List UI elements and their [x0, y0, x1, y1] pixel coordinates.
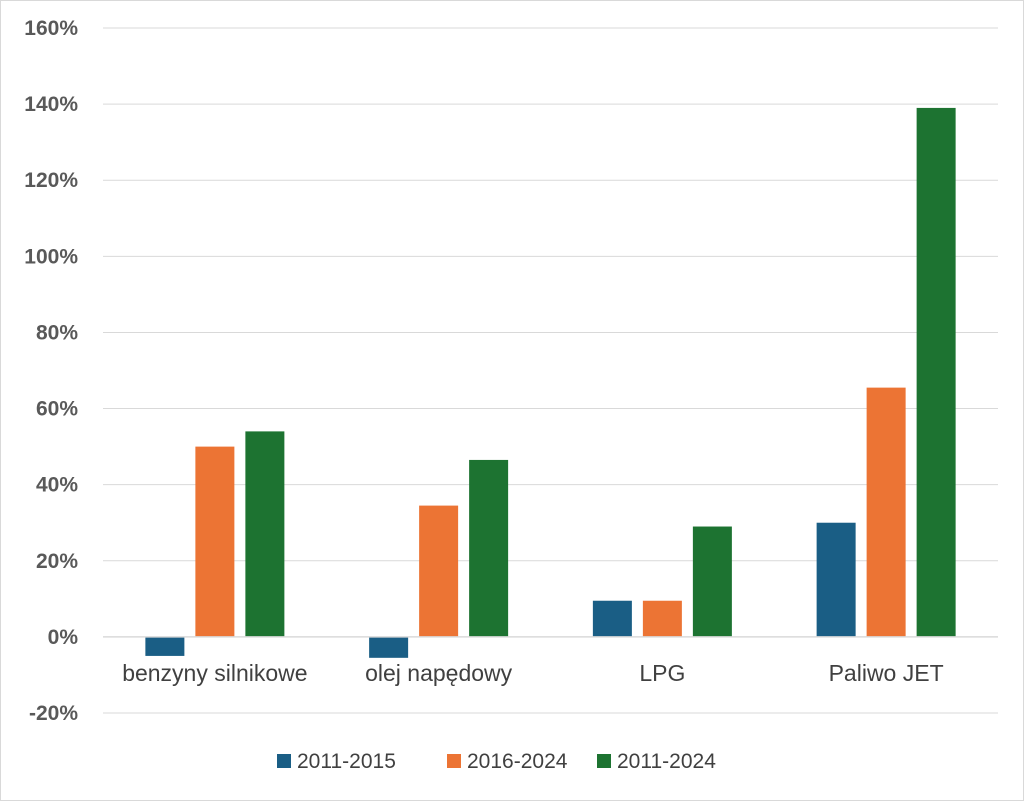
- category-label: LPG: [639, 660, 685, 686]
- bars: [145, 107, 956, 658]
- legend-swatch: [447, 754, 461, 768]
- y-tick-label: 80%: [36, 321, 78, 344]
- y-tick-label: 20%: [36, 550, 78, 573]
- category-label: benzyny silnikowe: [122, 660, 307, 686]
- legend-swatch: [277, 754, 291, 768]
- bar-2011-2024-olej napędowy: [469, 459, 509, 637]
- bar-2016-2024-Paliwo JET: [866, 387, 906, 637]
- y-tick-label: 120%: [24, 169, 78, 192]
- y-tick-label: 60%: [36, 398, 78, 421]
- legend-label: 2011-2015: [297, 750, 396, 773]
- legend-label: 2016-2024: [467, 750, 568, 773]
- bar-2011-2024-Paliwo JET: [916, 107, 956, 637]
- legend-swatch: [597, 754, 611, 768]
- y-tick-label: 140%: [24, 93, 78, 116]
- category-label: Paliwo JET: [829, 660, 944, 686]
- bar-2016-2024-olej napędowy: [419, 505, 459, 637]
- bar-2011-2024-LPG: [692, 526, 732, 637]
- legend: 2011-2015 2016-2024 2011-2024: [277, 750, 716, 773]
- bar-2011-2015-LPG: [592, 600, 632, 637]
- bar-2011-2015-benzyny silnikowe: [145, 636, 185, 656]
- bar-2011-2024-benzyny silnikowe: [245, 431, 285, 637]
- y-tick-label: 100%: [24, 245, 78, 268]
- bar-2011-2015-Paliwo JET: [816, 522, 856, 637]
- gridlines: [103, 27, 998, 714]
- bar-2016-2024-LPG: [642, 600, 682, 637]
- bar-2016-2024-benzyny silnikowe: [195, 446, 235, 637]
- y-tick-label: 40%: [36, 474, 78, 497]
- category-label: olej napędowy: [365, 660, 513, 686]
- category-labels: benzyny silnikowe olej napędowy LPG Paliwo …: [122, 660, 943, 686]
- bar-2011-2015-olej napędowy: [369, 636, 409, 658]
- y-axis-tick-labels: 160% 140% 120% 100% 80% 60% 40% 20% 0% -20%: [24, 17, 78, 725]
- y-tick-label: -20%: [29, 702, 78, 725]
- legend-label: 2011-2024: [617, 750, 716, 773]
- y-tick-label: 0%: [48, 626, 79, 649]
- y-tick-label: 160%: [24, 17, 78, 40]
